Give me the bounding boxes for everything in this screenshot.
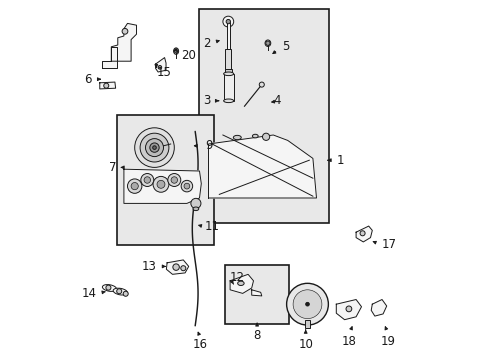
Circle shape xyxy=(190,198,201,208)
Text: 10: 10 xyxy=(298,338,312,351)
Bar xyxy=(225,49,231,70)
Circle shape xyxy=(157,180,164,188)
Text: 2: 2 xyxy=(203,37,210,50)
Circle shape xyxy=(144,177,150,183)
Circle shape xyxy=(265,41,269,45)
Text: 9: 9 xyxy=(204,139,212,152)
Ellipse shape xyxy=(237,281,244,285)
Text: 12: 12 xyxy=(229,271,244,284)
Ellipse shape xyxy=(264,40,270,46)
Text: 5: 5 xyxy=(282,40,289,53)
Bar xyxy=(223,74,233,101)
Ellipse shape xyxy=(102,284,116,292)
Ellipse shape xyxy=(223,99,233,103)
Polygon shape xyxy=(111,23,136,61)
Circle shape xyxy=(346,306,351,312)
Circle shape xyxy=(141,174,153,186)
Circle shape xyxy=(122,28,127,34)
Polygon shape xyxy=(336,300,361,320)
Circle shape xyxy=(140,133,168,162)
Circle shape xyxy=(172,264,179,270)
Circle shape xyxy=(167,174,181,186)
Circle shape xyxy=(127,179,142,193)
Polygon shape xyxy=(230,274,253,293)
Circle shape xyxy=(181,266,185,271)
Ellipse shape xyxy=(173,48,178,54)
Text: 16: 16 xyxy=(193,338,208,351)
Circle shape xyxy=(153,176,168,192)
Bar xyxy=(226,22,229,50)
Polygon shape xyxy=(355,226,371,242)
Polygon shape xyxy=(208,135,316,198)
Circle shape xyxy=(149,143,159,152)
Ellipse shape xyxy=(113,288,127,295)
Circle shape xyxy=(292,290,321,319)
Circle shape xyxy=(181,180,192,192)
Text: 11: 11 xyxy=(204,220,220,233)
Text: 17: 17 xyxy=(381,238,395,251)
Text: 4: 4 xyxy=(272,94,280,107)
Ellipse shape xyxy=(252,134,258,138)
Circle shape xyxy=(158,66,162,69)
Circle shape xyxy=(305,302,309,306)
Bar xyxy=(117,115,213,245)
Circle shape xyxy=(134,128,174,167)
Polygon shape xyxy=(102,47,117,68)
Bar xyxy=(305,320,309,328)
Circle shape xyxy=(225,19,230,24)
Circle shape xyxy=(259,82,264,87)
Text: 20: 20 xyxy=(181,49,196,62)
Text: 13: 13 xyxy=(141,260,156,273)
Circle shape xyxy=(131,183,138,190)
Polygon shape xyxy=(370,300,386,316)
Circle shape xyxy=(171,177,177,183)
Ellipse shape xyxy=(193,207,199,211)
Text: 15: 15 xyxy=(156,66,171,78)
Polygon shape xyxy=(123,169,201,203)
Circle shape xyxy=(117,289,122,294)
Circle shape xyxy=(103,83,108,88)
Circle shape xyxy=(262,133,269,140)
Text: 19: 19 xyxy=(380,335,395,348)
Circle shape xyxy=(106,285,111,290)
Circle shape xyxy=(286,283,328,325)
Circle shape xyxy=(183,183,189,189)
Bar xyxy=(199,9,328,223)
Bar xyxy=(224,69,231,72)
Text: 1: 1 xyxy=(336,154,343,167)
Circle shape xyxy=(359,231,365,236)
Polygon shape xyxy=(155,58,166,72)
Circle shape xyxy=(223,16,233,27)
Ellipse shape xyxy=(223,72,233,76)
Text: 3: 3 xyxy=(203,94,210,107)
Text: 8: 8 xyxy=(253,329,260,342)
Ellipse shape xyxy=(233,135,241,140)
Bar xyxy=(224,265,289,324)
Polygon shape xyxy=(166,260,188,274)
Text: 7: 7 xyxy=(109,161,117,174)
Circle shape xyxy=(152,146,156,149)
Circle shape xyxy=(123,291,128,296)
Text: 6: 6 xyxy=(84,73,91,86)
Circle shape xyxy=(174,49,178,53)
Circle shape xyxy=(145,139,163,157)
Polygon shape xyxy=(100,82,115,89)
Text: 14: 14 xyxy=(81,287,97,300)
Polygon shape xyxy=(251,290,261,296)
Text: 18: 18 xyxy=(341,335,356,348)
